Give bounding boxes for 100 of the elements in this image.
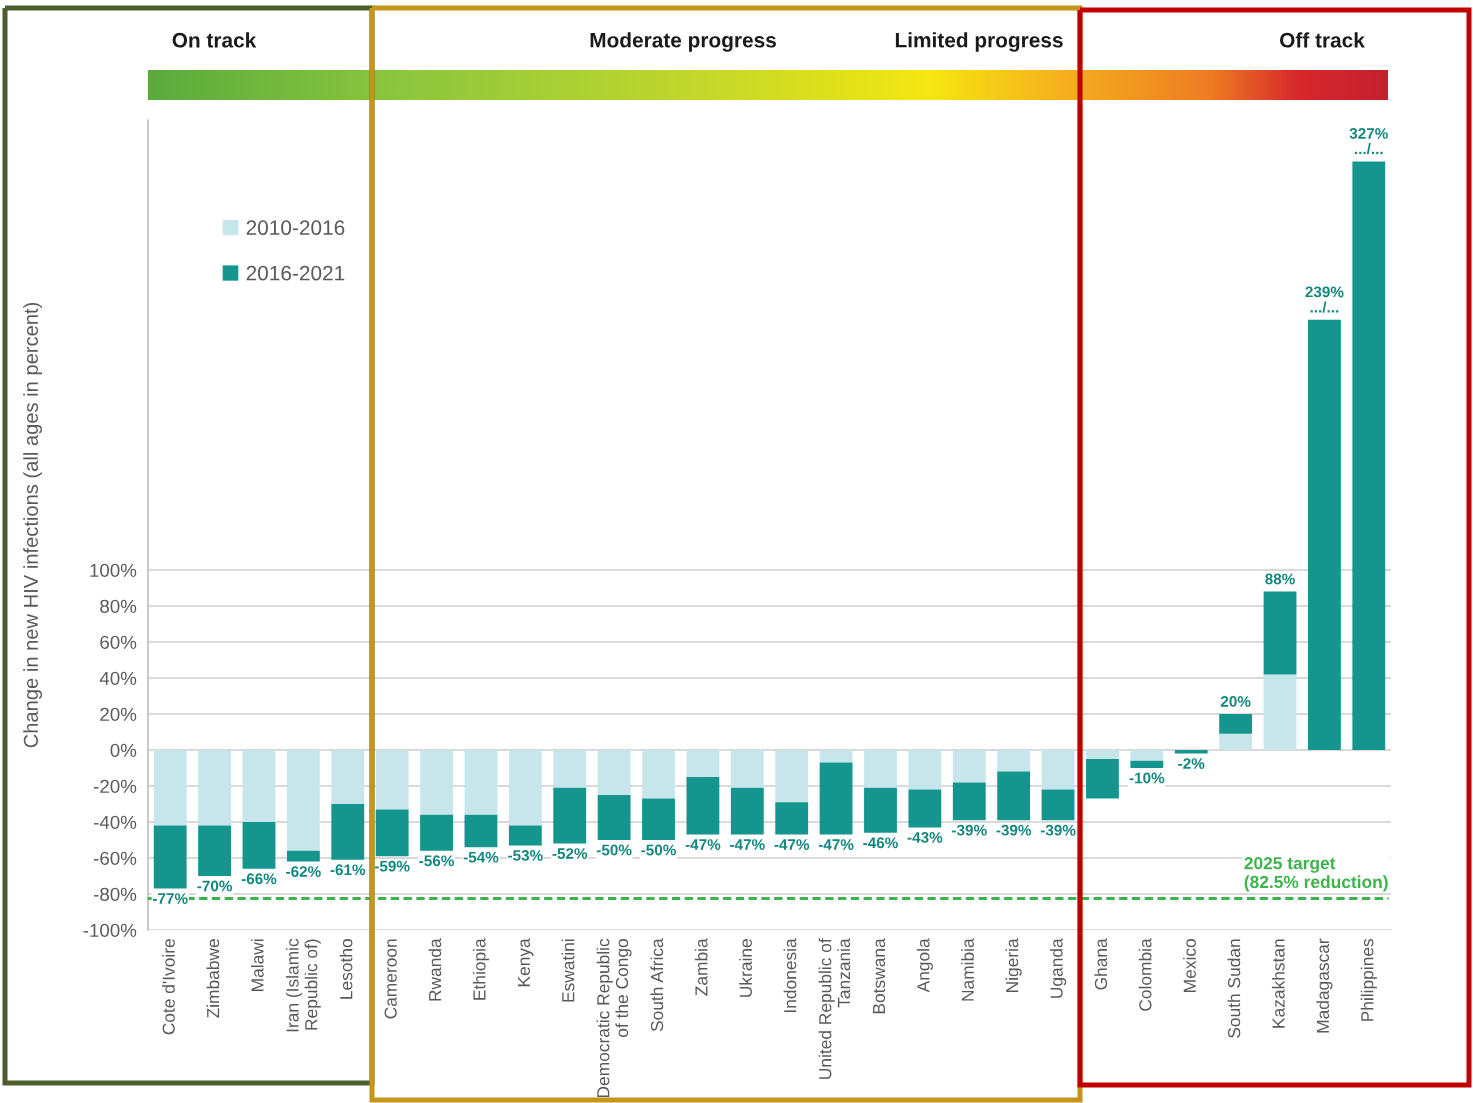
total-label: -43% xyxy=(907,831,943,843)
bar xyxy=(198,750,232,826)
text: Off track xyxy=(1280,32,1365,48)
bar xyxy=(730,750,764,788)
x-tick-label: South Africa xyxy=(650,938,664,1032)
bar xyxy=(464,750,498,815)
total-label: -39% xyxy=(1040,824,1076,836)
total-label: -50% xyxy=(641,844,676,856)
bar xyxy=(997,771,1031,821)
bar xyxy=(198,825,232,876)
bar xyxy=(375,809,409,857)
total-label: 88% xyxy=(1265,573,1295,585)
x-tick-label: Lesotho xyxy=(339,939,353,999)
bar xyxy=(331,750,365,804)
text: Moderate progress xyxy=(590,32,776,52)
bar xyxy=(153,750,187,826)
x-tick-label: Botswana xyxy=(873,938,886,1014)
x-tick-label: Rwanda xyxy=(428,938,442,1001)
x-tick-label: Ethiopia xyxy=(472,938,490,1000)
text: On track xyxy=(172,32,257,48)
bar xyxy=(730,787,764,835)
x-tick-label: Iran (Islamic Republic of) xyxy=(285,938,321,1032)
total-label: -77% xyxy=(152,893,188,904)
total-label: -46% xyxy=(863,837,898,849)
bar xyxy=(1307,319,1341,750)
total-label: 239% .../... xyxy=(1305,286,1344,313)
bar xyxy=(508,750,542,826)
x-tick-label: Nigeria xyxy=(1005,938,1022,992)
y-axis-title: Change in new HIV infections (all ages in percent) xyxy=(23,302,42,748)
bar xyxy=(153,825,187,889)
legend-label: 2016-2021 xyxy=(246,265,345,281)
bar xyxy=(420,750,453,815)
total-label: -47% xyxy=(774,839,810,850)
bar xyxy=(997,750,1031,772)
total-label: -59% xyxy=(374,860,410,872)
x-tick-label: United Republic of Tanzania xyxy=(818,938,851,1079)
y-tick-label: -80% xyxy=(93,887,137,901)
bar xyxy=(819,762,853,835)
y-tick-label: -100% xyxy=(83,923,137,937)
total-label: -10% xyxy=(1129,772,1165,784)
total-label: 20% xyxy=(1220,695,1251,707)
total-label: -47% xyxy=(685,839,721,850)
x-tick-label: Ukraine xyxy=(739,939,752,997)
total-label: -39% xyxy=(952,824,987,836)
total-label: -39% xyxy=(996,824,1032,836)
bar xyxy=(1219,714,1253,734)
y-tick-label: -20% xyxy=(93,779,137,793)
x-tick-label: Philippines xyxy=(1360,938,1377,1021)
bar xyxy=(242,750,276,822)
bar xyxy=(686,750,720,777)
x-tick-label: Cote d'Ivoire xyxy=(162,939,175,1035)
bar xyxy=(242,822,276,869)
bar xyxy=(1219,733,1253,750)
total-label: 327% .../... xyxy=(1349,128,1388,155)
bar xyxy=(642,750,675,799)
total-label: -61% xyxy=(330,864,366,876)
x-tick-label: Uganda xyxy=(1049,938,1067,998)
x-tick-label: Malawi xyxy=(250,939,264,991)
bar xyxy=(597,795,631,840)
y-tick-label: 20% xyxy=(100,707,137,721)
bar xyxy=(864,787,897,833)
bar xyxy=(1130,750,1164,761)
y-tick-label: -60% xyxy=(93,851,137,865)
total-label: -56% xyxy=(419,855,454,867)
x-tick-label: Angola xyxy=(916,938,933,993)
total-label: -52% xyxy=(552,848,588,859)
bar xyxy=(331,804,365,860)
legend-label: 2010-2016 xyxy=(246,220,345,236)
bar xyxy=(775,750,809,803)
total-label: -50% xyxy=(596,844,632,856)
bar xyxy=(864,750,897,788)
bar xyxy=(1263,674,1297,750)
total-label: -70% xyxy=(197,880,233,892)
bar xyxy=(952,750,986,783)
x-tick-label: Kazakhstan xyxy=(1271,939,1285,1028)
y-tick-label: 40% xyxy=(99,671,137,685)
x-tick-label: Democratic Republic of the Congo xyxy=(596,938,632,1098)
bar xyxy=(908,789,942,828)
bar xyxy=(464,814,498,848)
bar xyxy=(686,777,720,835)
bar xyxy=(420,814,453,851)
total-label: -47% xyxy=(730,839,765,850)
x-tick-label: Ghana xyxy=(1094,938,1108,990)
bar xyxy=(908,750,942,790)
x-tick-label: Zambia xyxy=(694,938,708,996)
bar xyxy=(553,750,587,788)
bar xyxy=(553,787,587,844)
bar xyxy=(1263,591,1297,675)
total-label: -2% xyxy=(1178,758,1205,769)
bar xyxy=(819,750,853,763)
bar xyxy=(1174,750,1208,754)
bar xyxy=(1041,789,1075,821)
x-tick-label: South Sudan xyxy=(1227,939,1241,1038)
y-tick-label: -40% xyxy=(93,815,137,829)
bar xyxy=(1041,750,1075,790)
bar xyxy=(642,798,675,840)
total-label: -62% xyxy=(286,866,321,877)
x-tick-label: Namibia xyxy=(961,938,974,1001)
total-label: -53% xyxy=(508,849,543,861)
y-tick-label: 100% xyxy=(90,563,137,577)
